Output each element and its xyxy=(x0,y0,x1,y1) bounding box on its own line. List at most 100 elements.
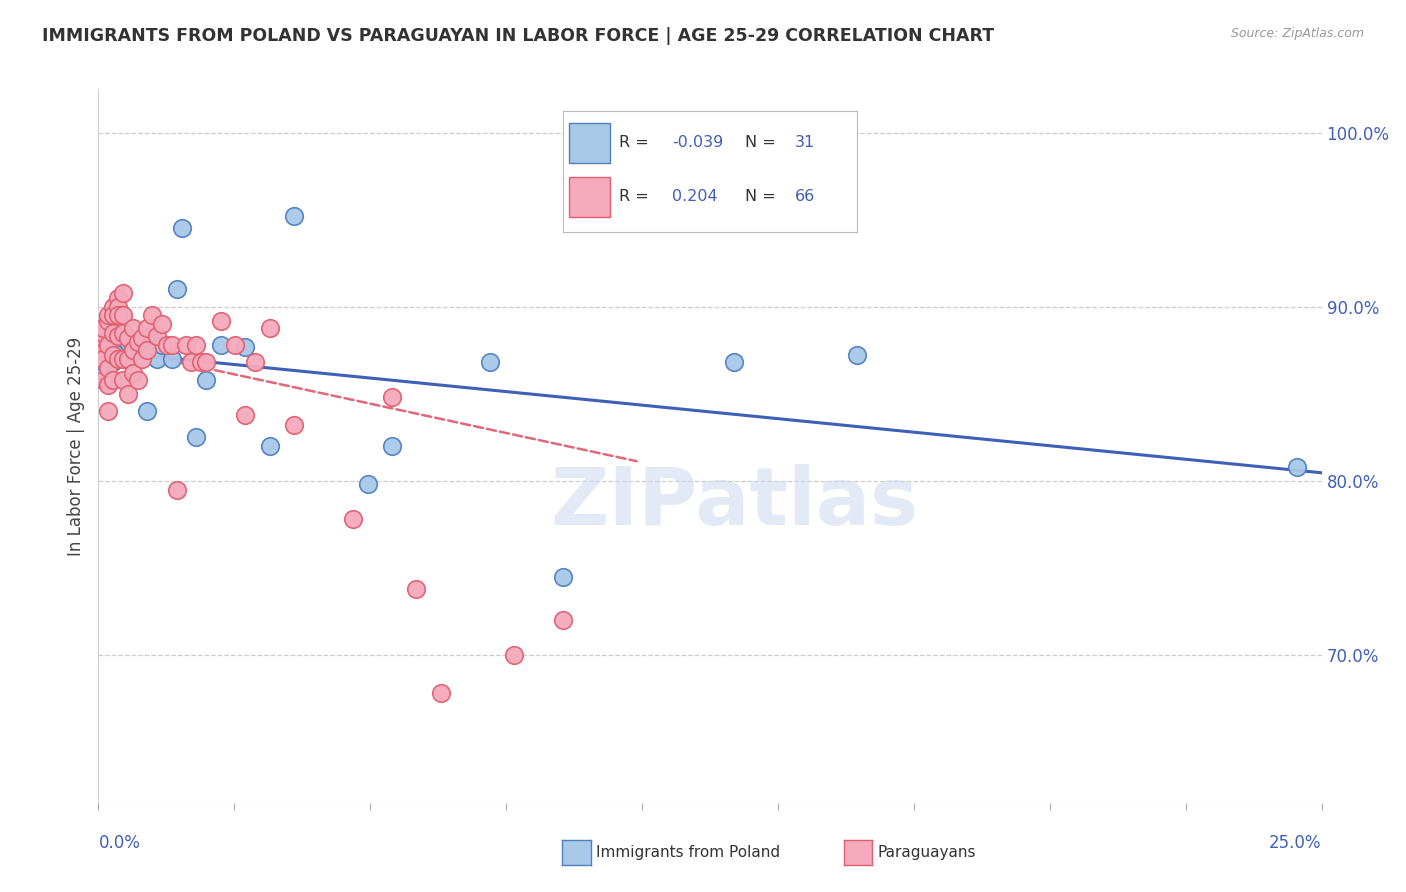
Point xyxy=(111,309,134,323)
Text: 25.0%: 25.0% xyxy=(1270,834,1322,852)
Point xyxy=(141,329,163,343)
Point xyxy=(107,329,129,343)
Point xyxy=(111,326,134,340)
Point xyxy=(121,343,143,358)
Point xyxy=(127,373,149,387)
Text: Immigrants from Poland: Immigrants from Poland xyxy=(596,846,780,860)
Point xyxy=(127,338,149,352)
Point xyxy=(97,373,120,387)
Point xyxy=(101,309,124,323)
Point xyxy=(576,126,599,140)
Point xyxy=(381,439,404,453)
Point xyxy=(503,648,526,662)
Point xyxy=(1286,459,1309,474)
Point xyxy=(97,378,120,392)
Point xyxy=(91,369,114,384)
Point xyxy=(259,439,281,453)
Point xyxy=(146,351,169,366)
Point xyxy=(723,355,745,369)
Point xyxy=(101,349,124,363)
Point xyxy=(101,326,124,340)
Point xyxy=(170,221,193,235)
Point xyxy=(209,338,232,352)
Point xyxy=(97,309,120,323)
Point xyxy=(131,334,153,349)
Point xyxy=(101,355,124,369)
Point xyxy=(121,366,143,380)
Point xyxy=(356,477,378,491)
Point xyxy=(156,338,179,352)
Point xyxy=(97,404,120,418)
Point xyxy=(136,404,159,418)
Point xyxy=(101,300,124,314)
Point xyxy=(186,430,208,444)
Point xyxy=(283,209,305,223)
Point xyxy=(107,300,129,314)
Point xyxy=(209,314,232,328)
Point xyxy=(430,686,453,700)
Point xyxy=(131,331,153,345)
Point xyxy=(150,338,173,352)
Point xyxy=(107,309,129,323)
Point xyxy=(91,331,114,345)
Point xyxy=(381,390,404,404)
Point xyxy=(127,334,149,349)
Point xyxy=(107,340,129,354)
Point xyxy=(283,418,305,433)
Point xyxy=(101,373,124,387)
Point xyxy=(190,355,212,369)
Point xyxy=(195,373,218,387)
Point xyxy=(117,386,139,401)
Point xyxy=(91,326,114,340)
Point xyxy=(131,351,153,366)
Text: IMMIGRANTS FROM POLAND VS PARAGUAYAN IN LABOR FORCE | AGE 25-29 CORRELATION CHAR: IMMIGRANTS FROM POLAND VS PARAGUAYAN IN … xyxy=(42,27,994,45)
Point xyxy=(626,126,648,140)
Point xyxy=(233,340,256,354)
Point xyxy=(342,512,364,526)
Point xyxy=(97,360,120,375)
Text: Paraguayans: Paraguayans xyxy=(877,846,976,860)
Point xyxy=(233,408,256,422)
Point xyxy=(111,285,134,300)
Point xyxy=(97,314,120,328)
Point xyxy=(243,355,266,369)
Point xyxy=(176,338,198,352)
Point xyxy=(91,320,114,334)
Text: 0.0%: 0.0% xyxy=(98,834,141,852)
Point xyxy=(117,351,139,366)
Point xyxy=(146,329,169,343)
Point xyxy=(111,331,134,345)
Point xyxy=(553,613,575,627)
Point xyxy=(478,355,501,369)
Point xyxy=(405,582,427,596)
Point xyxy=(160,338,183,352)
Point xyxy=(111,373,134,387)
Point xyxy=(150,317,173,331)
Point xyxy=(101,349,124,363)
Text: Source: ZipAtlas.com: Source: ZipAtlas.com xyxy=(1230,27,1364,40)
Point xyxy=(160,351,183,366)
Y-axis label: In Labor Force | Age 25-29: In Labor Force | Age 25-29 xyxy=(66,336,84,556)
Point xyxy=(136,320,159,334)
Point xyxy=(91,351,114,366)
Point xyxy=(195,355,218,369)
Point xyxy=(141,309,163,323)
Text: ZIPatlas: ZIPatlas xyxy=(550,464,918,542)
Point xyxy=(117,331,139,345)
Point xyxy=(136,343,159,358)
Point xyxy=(91,373,114,387)
Point xyxy=(111,351,134,366)
Point xyxy=(166,282,188,296)
Point xyxy=(107,351,129,366)
Point xyxy=(259,320,281,334)
Point xyxy=(91,343,114,358)
Point xyxy=(224,338,246,352)
Point xyxy=(136,342,159,356)
Point xyxy=(117,334,139,349)
Point xyxy=(121,320,143,334)
Point xyxy=(166,483,188,497)
Point xyxy=(97,338,120,352)
Point xyxy=(121,342,143,356)
Point xyxy=(180,355,202,369)
Point xyxy=(186,338,208,352)
